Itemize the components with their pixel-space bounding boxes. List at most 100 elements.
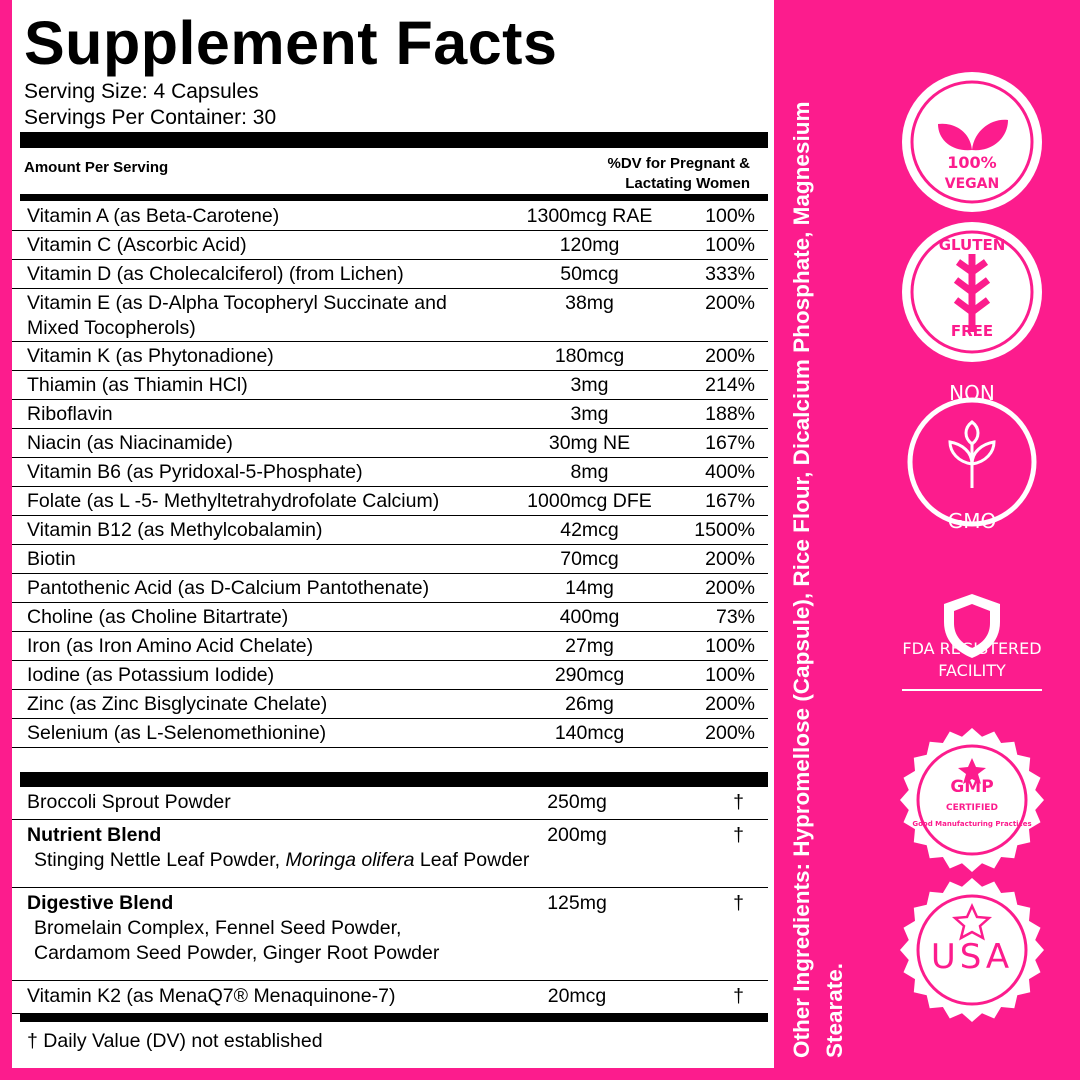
amount: 38mg — [565, 292, 614, 314]
amount: 180mcg — [554, 345, 625, 367]
serving-size: Serving Size: 4 Capsules — [24, 80, 259, 103]
blend-head: Nutrient Blend 200mg † — [12, 823, 768, 848]
badge-ring — [907, 397, 1037, 527]
daily-value: 100% — [705, 234, 755, 256]
column-header: %DV for Pregnant & Lactating Women — [607, 155, 750, 192]
table-row: Biotin 70mcg 200% — [12, 545, 768, 574]
nutrient-name: Choline (as Choline Bitartrate) — [27, 606, 289, 628]
ingredient: Leaf Powder — [419, 849, 530, 871]
blend-row: Broccoli Sprout Powder 250mg † — [12, 787, 768, 820]
column-header: Amount Per Serving — [24, 159, 169, 176]
table-row: Vitamin B12 (as Methylcobalamin) 42mcg 150… — [12, 516, 768, 545]
amount: 50mcg — [560, 263, 619, 285]
daily-value: 200% — [705, 292, 755, 314]
badge-text: FACILITY — [938, 661, 1006, 680]
blend-row: Nutrient Blend 200mg † Stinging Nettle Leaf… — [12, 820, 768, 888]
nutrient-name: Biotin — [27, 548, 76, 570]
amount: 250mg — [547, 791, 607, 813]
daily-value: 100% — [705, 635, 755, 657]
amount: 120mg — [559, 234, 620, 256]
ingredient: Stinging Nettle Leaf Powder, — [34, 849, 281, 871]
nutrient-name: Vitamin K (as Phytonadione) — [27, 345, 274, 367]
leaf-icon — [938, 119, 1008, 151]
blend-name: Digestive Blend — [27, 892, 174, 914]
daily-value: 200% — [705, 693, 755, 715]
amount: 42mcg — [560, 519, 619, 541]
table-row: Iodine (as Potassium Iodide) 290mcg 100% — [12, 661, 768, 690]
daily-value: 100% — [705, 664, 755, 686]
table-row: Vitamin D (as Cholecalciferol) (from Lic… — [12, 260, 768, 289]
badge-text: VEGAN — [945, 176, 999, 192]
badge-text: Good Manufacturing Practices — [912, 820, 1031, 828]
daily-value: 200% — [705, 577, 755, 599]
divider — [20, 194, 768, 201]
badge-text: NON — [949, 381, 995, 405]
amount: 27mg — [565, 635, 614, 657]
amount: 20mcg — [547, 985, 607, 1007]
blend-name: Vitamin K2 (as MenaQ7® Menaquinone-7) — [27, 985, 396, 1007]
table-row: Vitamin K (as Phytonadione) 180mcg 200% — [12, 342, 768, 371]
nutrient-name: Vitamin B12 (as Methylcobalamin) — [27, 519, 323, 541]
amount: 14mg — [565, 577, 614, 599]
badge-seal — [900, 728, 1044, 872]
table-row: Vitamin E (as D-Alpha Tocopheryl Succina… — [12, 289, 768, 342]
nutrient-name: Zinc (as Zinc Bisglycinate Chelate) — [27, 693, 328, 715]
amount: 125mg — [547, 892, 607, 914]
table-row: Vitamin B6 (as Pyridoxal-5-Phosphate) 8mg… — [12, 458, 768, 487]
daily-value: 200% — [705, 345, 755, 367]
badge-circle — [902, 72, 1042, 212]
table-row: Folate (as L -5- Methyltetrahydrofolate … — [12, 487, 768, 516]
table-row: Thiamin (as Thiamin HCl) 3mg 214% — [12, 371, 768, 400]
table-row: Zinc (as Zinc Bisglycinate Chelate) 26mg 2… — [12, 690, 768, 719]
badge-ring — [916, 894, 1028, 1006]
badge-seal — [900, 878, 1044, 1022]
star-icon — [951, 902, 993, 941]
amount: 400mg — [559, 606, 620, 628]
title: Supplement Facts — [24, 9, 558, 77]
badges: 100% VEGAN GLUTEN FREE NON GMO FDA REGISTERED F… — [900, 72, 1044, 1022]
daily-value: 167% — [705, 432, 755, 454]
ingredients: Stinging Nettle Leaf Powder, Moringa oli… — [12, 848, 768, 873]
footnote: † Daily Value (DV) not established — [27, 1030, 323, 1052]
blend-row: Vitamin K2 (as MenaQ7® Menaquinone-7) 20m… — [12, 981, 768, 1014]
badge-text: CERTIFIED — [946, 803, 998, 813]
blend-head: Digestive Blend 125mg † — [12, 891, 768, 916]
blend-name: Broccoli Sprout Powder — [27, 791, 231, 813]
daily-value: 333% — [705, 263, 755, 285]
ingredient: Cardamom Seed Powder, Ginger Root Powder — [34, 942, 440, 964]
nutrient-name: Thiamin (as Thiamin HCl) — [27, 374, 248, 396]
badge-text: GLUTEN — [939, 236, 1006, 254]
amount: 140mcg — [554, 722, 625, 744]
amount: 200mg — [547, 824, 607, 846]
daily-value: 167% — [705, 490, 755, 512]
ingredient: Moringa olifera — [285, 849, 415, 871]
amount: 30mg NE — [548, 432, 631, 454]
nutrient-name: Niacin (as Niacinamide) — [27, 432, 233, 454]
blend-head: Vitamin K2 (as MenaQ7® Menaquinone-7) 20m… — [12, 984, 768, 1009]
table-row: Selenium (as L-Selenomethionine) 140mcg 20… — [12, 719, 768, 748]
badge-text: GMO — [948, 509, 997, 533]
nutrient-name: Iron (as Iron Amino Acid Chelate) — [27, 635, 314, 657]
ingredient: Bromelain Complex, Fennel Seed Powder, — [34, 917, 402, 939]
divider — [20, 132, 768, 148]
table-row: Iron (as Iron Amino Acid Chelate) 27mg 100… — [12, 632, 768, 661]
amount: 3mg — [570, 374, 609, 396]
daily-value: 188% — [705, 403, 755, 425]
divider — [20, 772, 768, 787]
nutrient-name: Vitamin A (as Beta-Carotene) — [27, 205, 280, 227]
nutrient-name: Folate (as L -5- Methyltetrahydrofolate … — [27, 490, 440, 512]
daily-value: † — [733, 985, 744, 1007]
daily-value: † — [733, 791, 744, 813]
nutrient-name: Selenium (as L-Selenomethionine) — [27, 722, 327, 744]
other-ingredients: Other Ingredients: Hypromellose (Capsule… — [789, 101, 847, 1058]
badge-text: 100% — [947, 153, 996, 172]
amount: 8mg — [570, 461, 609, 483]
blend-head: Broccoli Sprout Powder 250mg † — [12, 790, 768, 815]
servings-per-container: Servings Per Container: 30 — [24, 106, 277, 129]
nutrient-name: Vitamin B6 (as Pyridoxal-5-Phosphate) — [27, 461, 363, 483]
daily-value: 214% — [705, 374, 755, 396]
badge-text: GMP — [950, 777, 993, 797]
daily-value: 100% — [705, 205, 755, 227]
daily-value: † — [733, 824, 744, 846]
